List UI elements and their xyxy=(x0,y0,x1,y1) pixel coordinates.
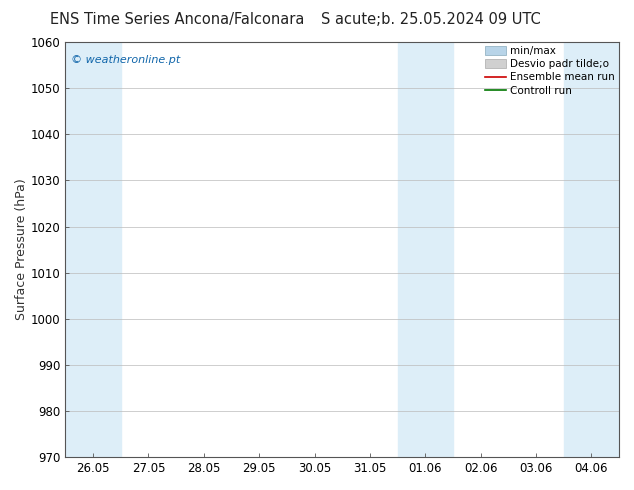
Legend: min/max, Desvio padr tilde;o, Ensemble mean run, Controll run: min/max, Desvio padr tilde;o, Ensemble m… xyxy=(483,44,617,98)
Bar xyxy=(65,42,120,457)
Text: © weatheronline.pt: © weatheronline.pt xyxy=(71,54,180,65)
Text: ENS Time Series Ancona/Falconara: ENS Time Series Ancona/Falconara xyxy=(50,12,305,27)
Text: S acute;b. 25.05.2024 09 UTC: S acute;b. 25.05.2024 09 UTC xyxy=(321,12,541,27)
Y-axis label: Surface Pressure (hPa): Surface Pressure (hPa) xyxy=(15,179,28,320)
Bar xyxy=(564,42,619,457)
Bar xyxy=(398,42,453,457)
